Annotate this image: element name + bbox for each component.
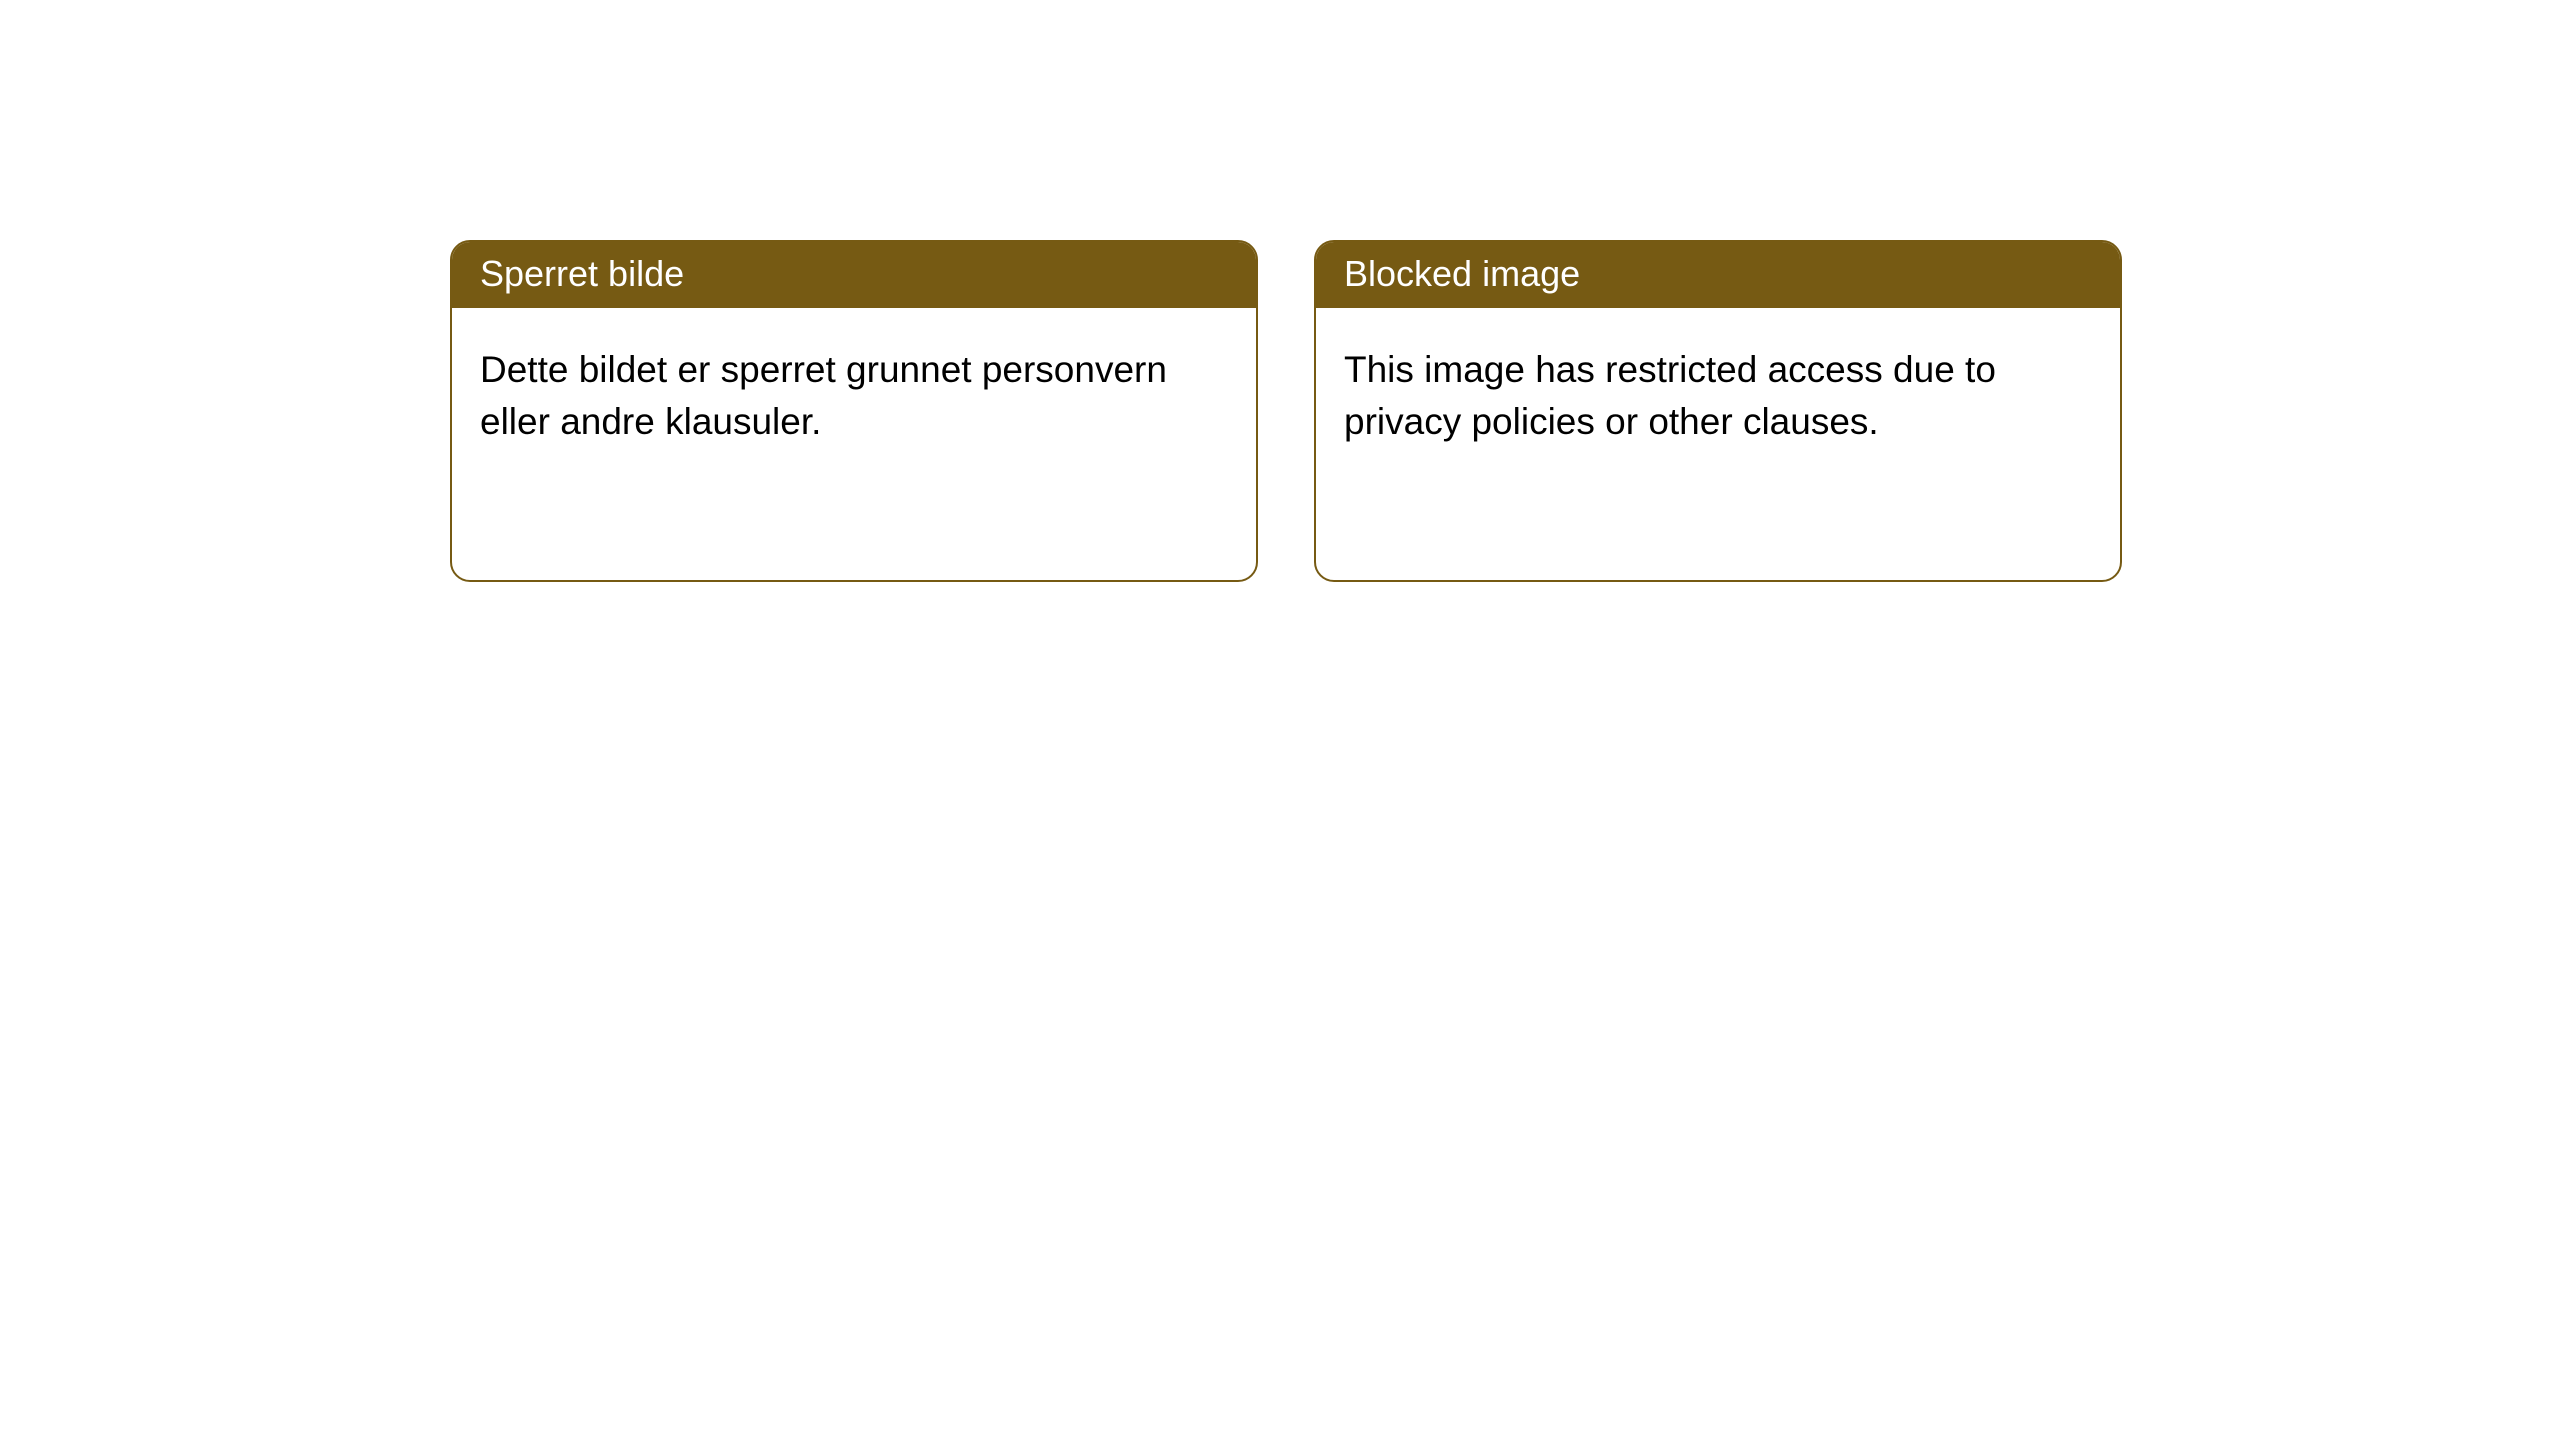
notice-card-english: Blocked image This image has restricted … (1314, 240, 2122, 582)
notice-body: Dette bildet er sperret grunnet personve… (452, 308, 1256, 580)
notice-body: This image has restricted access due to … (1316, 308, 2120, 580)
notice-container: Sperret bilde Dette bildet er sperret gr… (0, 0, 2560, 582)
notice-card-norwegian: Sperret bilde Dette bildet er sperret gr… (450, 240, 1258, 582)
notice-header: Sperret bilde (452, 242, 1256, 308)
notice-header: Blocked image (1316, 242, 2120, 308)
